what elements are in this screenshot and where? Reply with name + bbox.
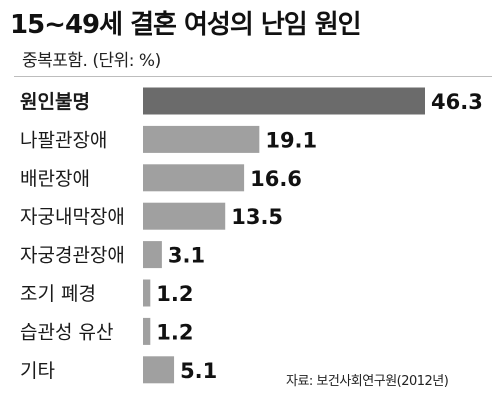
- bar: [143, 202, 226, 230]
- value-label: 16.6: [250, 167, 302, 191]
- category-label: 조기 폐경: [20, 283, 96, 305]
- category-label: 배란장애: [20, 168, 90, 190]
- value-label: 1.2: [156, 320, 193, 344]
- chart-title: 15~49세 결혼 여성의 난임 원인: [10, 10, 362, 40]
- value-label: 5.1: [180, 359, 217, 383]
- value-label: 46.3: [431, 90, 483, 114]
- bar: [143, 164, 245, 192]
- bar: [143, 356, 175, 384]
- value-label: 3.1: [168, 244, 205, 268]
- chart-subtitle: 중복포함. (단위: %): [22, 51, 161, 71]
- bar: [143, 317, 151, 345]
- category-label: 원인불명: [20, 91, 90, 113]
- category-label: 자궁경관장애: [20, 245, 125, 267]
- value-label: 1.2: [156, 282, 193, 306]
- bar: [143, 125, 260, 153]
- header-divider: [14, 76, 492, 77]
- bar: [143, 87, 425, 115]
- value-label: 19.1: [265, 128, 317, 152]
- value-label: 13.5: [231, 205, 283, 229]
- category-label: 기타: [20, 360, 55, 382]
- category-label: 습관성 유산: [20, 321, 113, 343]
- category-label: 나팔관장애: [20, 129, 107, 151]
- bar: [143, 279, 151, 307]
- bar: [143, 241, 162, 269]
- source-note: 자료: 보건사회연구원(2012년): [286, 374, 449, 389]
- category-label: 자궁내막장애: [20, 206, 125, 228]
